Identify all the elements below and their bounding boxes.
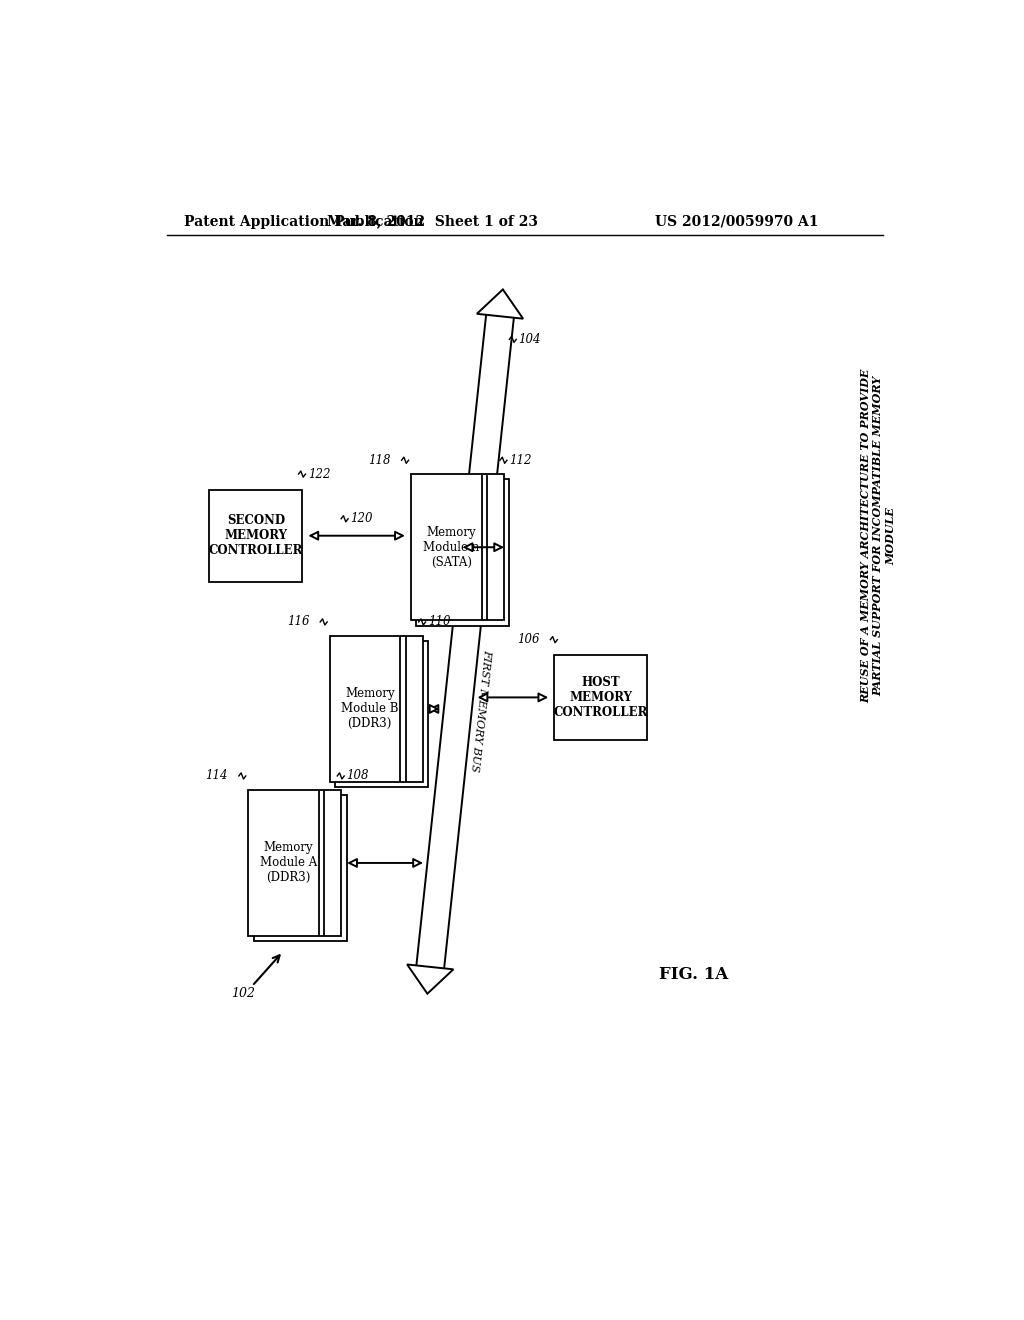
Bar	[209, 490, 302, 582]
Text: 112: 112	[509, 454, 531, 467]
Text: SECOND
MEMORY
CONTROLLER: SECOND MEMORY CONTROLLER	[209, 515, 303, 557]
Bar	[254, 795, 346, 941]
Text: Memory
Module n
(SATA): Memory Module n (SATA)	[423, 525, 479, 569]
Text: Mar. 8, 2012  Sheet 1 of 23: Mar. 8, 2012 Sheet 1 of 23	[327, 215, 538, 228]
Polygon shape	[477, 289, 523, 318]
Text: REUSE OF A MEMORY ARCHITECTURE TO PROVIDE
PARTIAL SUPPORT FOR INCOMPATIBLE MEMOR: REUSE OF A MEMORY ARCHITECTURE TO PROVID…	[860, 368, 896, 702]
Text: 108: 108	[346, 770, 369, 783]
Text: US 2012/0059970 A1: US 2012/0059970 A1	[655, 215, 818, 228]
Text: 106: 106	[517, 634, 540, 647]
Text: Memory
Module B
(DDR3): Memory Module B (DDR3)	[341, 688, 398, 730]
Bar	[248, 789, 341, 936]
Polygon shape	[408, 965, 454, 994]
Text: 114: 114	[206, 770, 228, 783]
Text: Memory
Module A
(DDR3): Memory Module A (DDR3)	[260, 841, 317, 884]
Text: FIRST MEMORY BUS: FIRST MEMORY BUS	[469, 649, 493, 772]
Text: 122: 122	[308, 467, 331, 480]
Bar	[335, 642, 428, 788]
Text: HOST
MEMORY
CONTROLLER: HOST MEMORY CONTROLLER	[554, 676, 648, 719]
Bar	[417, 479, 509, 626]
Text: 104: 104	[518, 333, 541, 346]
Text: 118: 118	[369, 454, 391, 467]
Bar	[411, 474, 504, 620]
Text: Patent Application Publication: Patent Application Publication	[183, 215, 424, 228]
Text: 116: 116	[287, 615, 309, 628]
Text: 102: 102	[230, 987, 255, 1001]
Bar	[554, 655, 647, 739]
Bar	[330, 636, 423, 781]
Text: 110: 110	[428, 615, 451, 628]
Text: FIG. 1A: FIG. 1A	[659, 966, 728, 983]
Text: 120: 120	[350, 512, 373, 525]
